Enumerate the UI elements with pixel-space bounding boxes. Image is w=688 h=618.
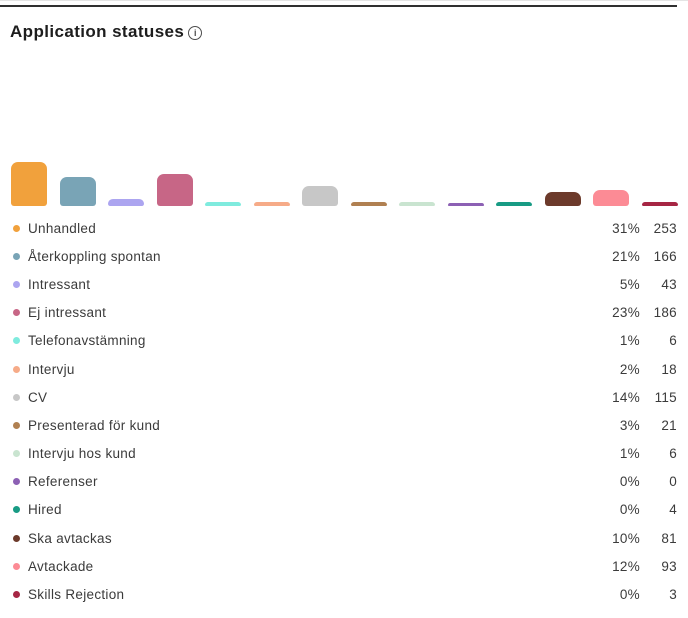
status-count: 81 bbox=[661, 530, 677, 546]
status-percent: 10% bbox=[612, 530, 640, 546]
status-percent: 0% bbox=[619, 502, 640, 518]
status-percent: 3% bbox=[619, 417, 640, 433]
status-count: 166 bbox=[653, 248, 677, 264]
status-count: 93 bbox=[661, 558, 677, 574]
bar[interactable] bbox=[641, 202, 678, 206]
status-color-dot bbox=[13, 393, 20, 401]
status-count: 253 bbox=[653, 220, 677, 236]
info-icon[interactable]: i bbox=[188, 26, 203, 40]
bar[interactable] bbox=[108, 198, 145, 206]
status-count: 18 bbox=[661, 361, 677, 377]
status-percent: 12% bbox=[612, 558, 640, 574]
legend-row-intervju: Intervju 2% 18 bbox=[0, 355, 688, 383]
status-label: Unhandled bbox=[28, 220, 97, 236]
status-color-dot bbox=[13, 280, 20, 288]
bar[interactable] bbox=[447, 203, 484, 206]
status-color-dot bbox=[13, 450, 20, 458]
status-percent: 23% bbox=[612, 305, 640, 321]
legend-row-telefonavstamning: Telefonavstämning 1% 6 bbox=[0, 327, 688, 355]
status-count: 186 bbox=[653, 305, 677, 321]
legend-row-presenterad-for-kund: Presenterad för kund 3% 21 bbox=[0, 411, 688, 439]
status-count: 0 bbox=[669, 474, 677, 490]
status-percent: 0% bbox=[619, 474, 640, 490]
legend-row-cv: CV 14% 115 bbox=[0, 383, 688, 411]
page-title: Application statuses bbox=[10, 22, 185, 41]
bar-chart bbox=[11, 160, 678, 206]
status-label: Intervju hos kund bbox=[28, 446, 136, 462]
bar[interactable] bbox=[544, 191, 581, 206]
status-color-dot bbox=[13, 562, 20, 570]
status-label: Avtackade bbox=[28, 558, 94, 574]
status-label: Hired bbox=[28, 502, 62, 518]
status-color-dot bbox=[13, 337, 20, 345]
legend-row-referenser: Referenser 0% 0 bbox=[0, 468, 688, 496]
top-divider bbox=[0, 0, 688, 1]
bar[interactable] bbox=[302, 185, 339, 206]
bar[interactable] bbox=[11, 161, 47, 206]
legend-row-aterkoppling-spontan: Återkoppling spontan 21% 166 bbox=[0, 242, 688, 270]
status-label: Skills Rejection bbox=[28, 587, 125, 603]
status-count: 3 bbox=[669, 587, 677, 603]
legend-row-ska-avtackas: Ska avtackas 10% 81 bbox=[0, 524, 688, 552]
status-label: Ska avtackas bbox=[28, 530, 112, 546]
status-color-dot bbox=[13, 224, 20, 232]
bar[interactable] bbox=[205, 202, 242, 206]
status-color-dot bbox=[13, 506, 20, 514]
status-label: CV bbox=[28, 389, 48, 405]
legend-row-intressant: Intressant 5% 43 bbox=[0, 270, 688, 298]
status-label: Intervju bbox=[28, 361, 75, 377]
status-label: Återkoppling spontan bbox=[28, 248, 161, 264]
status-color-dot bbox=[13, 534, 20, 542]
status-color-dot bbox=[13, 365, 20, 373]
legend-row-skills-rejection: Skills Rejection 0% 3 bbox=[0, 580, 688, 608]
status-percent: 1% bbox=[619, 446, 640, 462]
legend-row-intervju-hos-kund: Intervju hos kund 1% 6 bbox=[0, 440, 688, 468]
status-percent: 21% bbox=[612, 248, 640, 264]
status-label: Telefonavstämning bbox=[28, 333, 146, 349]
status-label: Ej intressant bbox=[28, 305, 107, 321]
status-color-dot bbox=[13, 309, 20, 317]
widget-header: Application statuses i bbox=[10, 22, 203, 42]
legend-row-hired: Hired 0% 4 bbox=[0, 496, 688, 524]
bar[interactable] bbox=[156, 173, 193, 206]
bar[interactable] bbox=[496, 202, 533, 206]
status-percent: 0% bbox=[619, 587, 640, 603]
status-color-dot bbox=[13, 252, 20, 260]
status-percent: 1% bbox=[619, 333, 640, 349]
status-label: Intressant bbox=[28, 276, 91, 292]
legend-row-ej-intressant: Ej intressant 23% 186 bbox=[0, 299, 688, 327]
status-count: 6 bbox=[669, 446, 677, 462]
status-color-dot bbox=[13, 591, 20, 599]
status-percent: 5% bbox=[619, 276, 640, 292]
status-percent: 14% bbox=[612, 389, 640, 405]
status-legend: Unhandled 31% 253 Återkoppling spontan 2… bbox=[0, 214, 688, 609]
status-label: Presenterad för kund bbox=[28, 417, 161, 433]
status-label: Referenser bbox=[28, 474, 98, 490]
bar[interactable] bbox=[350, 202, 387, 206]
status-color-dot bbox=[13, 421, 20, 429]
status-count: 6 bbox=[669, 333, 677, 349]
status-color-dot bbox=[13, 478, 20, 486]
bar[interactable] bbox=[59, 177, 96, 206]
bar[interactable] bbox=[399, 202, 436, 206]
status-percent: 31% bbox=[612, 220, 640, 236]
status-percent: 2% bbox=[619, 361, 640, 377]
legend-row-unhandled: Unhandled 31% 253 bbox=[0, 214, 688, 242]
status-count: 115 bbox=[654, 389, 677, 405]
bar[interactable] bbox=[253, 202, 290, 206]
bar[interactable] bbox=[593, 189, 630, 206]
status-count: 21 bbox=[661, 417, 677, 433]
status-count: 43 bbox=[661, 276, 677, 292]
section-divider bbox=[0, 5, 677, 7]
legend-row-avtackade: Avtackade 12% 93 bbox=[0, 552, 688, 580]
status-count: 4 bbox=[669, 502, 677, 518]
